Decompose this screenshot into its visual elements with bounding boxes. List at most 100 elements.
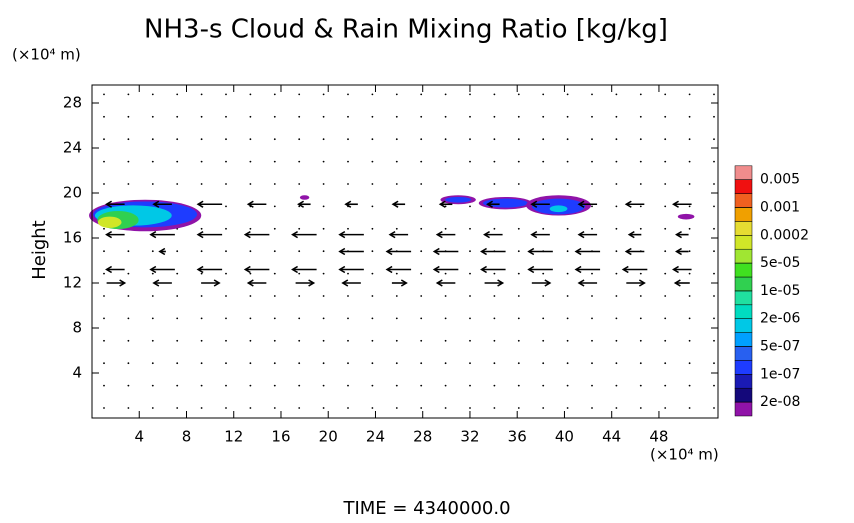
grid-dot [127, 407, 130, 409]
wind-vector [158, 247, 166, 256]
grid-dot [225, 160, 227, 163]
grid-dot [517, 250, 520, 253]
grid-dot [615, 384, 618, 387]
grid-dot [103, 339, 105, 342]
vector-head [577, 279, 585, 287]
grid-dot [298, 227, 301, 230]
vector-head [297, 200, 305, 208]
grid-dot [517, 272, 520, 275]
wind-vector [385, 265, 412, 274]
grid-dot [298, 115, 301, 118]
grid-dot [151, 250, 154, 253]
grid-dot [371, 317, 374, 320]
wind-vector [391, 279, 408, 287]
grid-dot [273, 227, 276, 230]
grid-dot [176, 339, 179, 342]
vector-head [243, 230, 251, 239]
grid-dot [322, 227, 325, 230]
grid-dot [493, 183, 496, 185]
grid-dot [249, 362, 252, 365]
grid-dot [469, 339, 471, 342]
colorbar-swatch [734, 346, 753, 361]
grid-dot [298, 295, 301, 297]
grid-dot [176, 115, 179, 118]
grid-dot [420, 93, 423, 96]
wind-vector [480, 265, 506, 274]
wind-vector [484, 279, 505, 287]
grid-dot [639, 115, 642, 118]
grid-dot [225, 362, 227, 365]
wind-vector [152, 200, 172, 208]
wind-vector [391, 200, 406, 208]
grid-dot [249, 295, 252, 297]
grid-dot [615, 295, 618, 297]
vector-head [435, 279, 443, 287]
grid-dot [615, 205, 618, 208]
x-tick-label: 24 [366, 428, 385, 446]
chart-title: NH3-s Cloud & Rain Mixing Ratio [kg/kg] [144, 15, 668, 45]
vector-head [432, 265, 440, 274]
vector-head [497, 279, 505, 287]
grid-dot [176, 183, 179, 185]
grid-dot [200, 384, 203, 387]
vector-head [577, 230, 585, 239]
grid-dot [347, 227, 349, 230]
grid-dot [371, 339, 374, 342]
grid-dot [347, 384, 349, 387]
grid-dot [688, 160, 691, 163]
vector-head [675, 247, 682, 256]
wind-vector [480, 247, 506, 256]
grid-dot [493, 272, 496, 275]
grid-dot [200, 362, 203, 365]
grid-dot [566, 115, 569, 118]
grid-dot [371, 138, 374, 141]
grid-dot [347, 295, 349, 297]
vector-head [243, 265, 251, 274]
grid-dot [298, 272, 301, 275]
grid-dot [615, 272, 618, 275]
grid-dot [444, 407, 447, 409]
colorbar-label: 2e-08 [760, 394, 800, 410]
grid-dot [200, 250, 203, 253]
colorbar-swatch [734, 207, 753, 222]
grid-dot [517, 295, 520, 297]
grid-dot [591, 362, 593, 365]
grid-dot [615, 362, 618, 365]
grid-dot [444, 272, 447, 275]
vector-head [149, 230, 157, 239]
vector-head [527, 247, 535, 256]
vector-head [480, 265, 487, 274]
y-axis-label: Height [29, 220, 50, 280]
x-tick-label: 8 [182, 428, 192, 446]
vector-head [158, 247, 166, 256]
grid-dot [493, 384, 496, 387]
grid-dot [151, 295, 154, 297]
grid-dot [395, 362, 398, 365]
grid-dot [591, 138, 593, 141]
grid-dot [591, 407, 593, 409]
grid-dot [395, 317, 398, 320]
cloud-patch [677, 213, 695, 220]
vector-head [672, 200, 679, 208]
grid-dot [688, 295, 691, 297]
grid-dot [298, 160, 301, 163]
grid-dot [347, 160, 349, 163]
grid-dot [371, 272, 374, 275]
y-tick-label: 28 [63, 94, 82, 112]
grid-dot [688, 205, 691, 208]
grid-dot [103, 362, 105, 365]
grid-dot [249, 407, 252, 409]
grid-dot [713, 138, 715, 141]
grid-dot [273, 295, 276, 297]
grid-dot [371, 295, 374, 297]
wind-vector [574, 247, 601, 256]
wind-vector [530, 200, 550, 208]
grid-dot [371, 205, 374, 208]
colorbar-swatch [734, 290, 753, 306]
grid-dot [688, 407, 691, 409]
x-tick-label: 16 [271, 428, 290, 446]
vector-head [527, 265, 535, 274]
grid-dot [493, 407, 496, 409]
wind-vector [672, 265, 692, 274]
grid-dot [395, 384, 398, 387]
